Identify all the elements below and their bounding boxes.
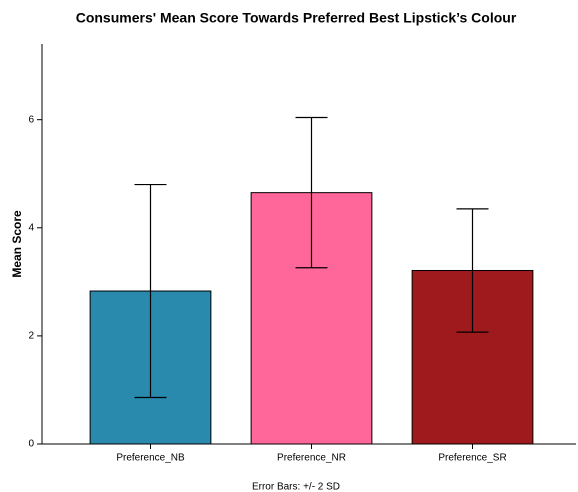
x-tick-label: Preference_SR (438, 453, 506, 464)
x-tick-label: Preference_NB (116, 453, 185, 464)
error-bar (134, 183, 167, 399)
x-tick-label: Preference_NR (277, 453, 346, 464)
y-tick-label: 0 (28, 439, 34, 450)
chart-title: Consumers' Mean Score Towards Preferred … (76, 10, 517, 26)
y-tick-label: 2 (28, 331, 34, 342)
error-bar (295, 116, 328, 269)
error-bar (456, 208, 489, 333)
footnote: Error Bars: +/- 2 SD (252, 482, 340, 492)
y-tick-label: 4 (28, 222, 34, 233)
y-axis-label: Mean Score (10, 210, 24, 278)
y-tick-label: 6 (28, 114, 34, 125)
